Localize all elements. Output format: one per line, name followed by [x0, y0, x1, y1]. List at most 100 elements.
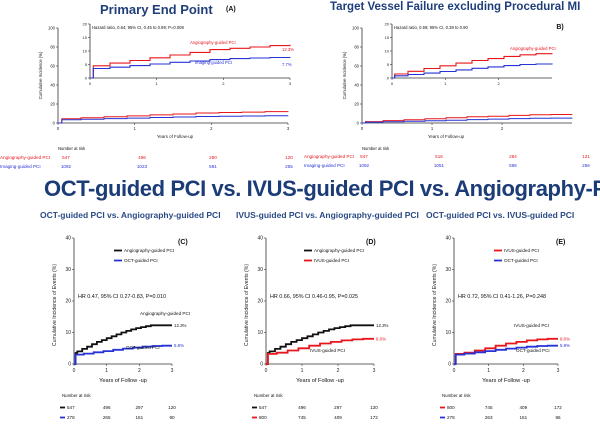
panel-b-risk-value: 121: [582, 154, 590, 159]
panel-e-risk-value: 263: [485, 415, 493, 420]
panel-e-risk-value: 745: [485, 405, 493, 410]
panel-e-risk-value: 409: [519, 405, 527, 410]
panel-e-risk-header: Number at risk: [442, 393, 471, 398]
panel-b-xlabel: Years of Follow-up: [428, 134, 465, 139]
panel-a-inset-xtick-label: 3: [289, 81, 292, 86]
panel-b-inset-ytick-label: 5: [387, 62, 390, 67]
panel-c-risk-value: 297: [135, 405, 143, 410]
panel-b-inset-ytick-label: 10: [385, 49, 390, 54]
panel-c-risk-value: 547: [67, 405, 75, 410]
panel-b-ytick-label: 0: [357, 121, 360, 126]
panel-b-risk-label: Imaging-guided PCI: [304, 163, 345, 168]
panel-a-ylabel: Cumulative Incidence (%): [38, 51, 43, 99]
panel-a-series-0-line: [58, 111, 289, 124]
panel-a-risk-header: Number at risk: [58, 146, 86, 151]
panel-c-xtick-label: 1: [105, 368, 108, 374]
panel-b-ytick-label: 20: [354, 102, 359, 107]
panel-e-ylabel: Cumulative Incidence of Events (%): [432, 264, 438, 346]
panel-d-xtick-label: 1: [301, 368, 304, 374]
panel-d-risk-value: 297: [334, 405, 342, 410]
panel-a-inset-ytick-label: 10: [83, 49, 88, 54]
panel-c-title: OCT-guided PCI vs. Angiography-guided PC…: [40, 210, 221, 220]
panel-a-xlabel: Years of Follow-up: [157, 134, 194, 139]
panel-d-xtick-label: 2: [337, 368, 340, 374]
panel-b-inset-ytick-label: 15: [385, 35, 390, 40]
panel-d-xlabel: Years of Follow -up: [296, 378, 344, 384]
comparison-title: OCT-guided PCI vs. IVUS-guided PCI vs. A…: [44, 176, 600, 201]
panel-d-risk-value: 547: [259, 405, 267, 410]
panel-e-hr-text: HR 0.72, 95% CI 0.41-1.26, P=0.248: [458, 294, 546, 300]
panel-a-inset-ytick-label: 20: [83, 22, 88, 27]
panel-c-ytick-label: 20: [65, 299, 71, 305]
panel-d-risk-header: Number at risk: [254, 393, 283, 398]
panel-b-inset-xtick-label: 0: [391, 81, 394, 86]
panel-e-series-0-end-label: 8.0%: [560, 336, 570, 341]
panel-c-series-1-end-label: 5.8%: [174, 343, 184, 348]
panel-a-inset-ytick-label: 15: [83, 35, 88, 40]
panel-c-ytick-label: 40: [65, 236, 71, 242]
panel-e-ytick-label: 40: [445, 236, 451, 242]
panel-b-inset-series-0-line: [392, 53, 553, 79]
panel-c-curve-label: Angiography-guided PCI: [140, 311, 190, 316]
panel-e-xtick-label: 0: [453, 368, 456, 374]
panel-a-inset-label: Imaging-guided PCI: [195, 60, 232, 65]
panel-d-title: IVUS-guided PCI vs. Angiography-guided P…: [236, 210, 419, 220]
panel-a-inset-series-1-line: [90, 56, 291, 79]
panel-c-xlabel: Years of Follow -up: [99, 378, 147, 384]
panel-d-legend-label: Angiography-guided PCI: [314, 248, 364, 253]
panel-a-risk-value: 280: [209, 155, 217, 160]
panel-a-risk-value: 591: [209, 164, 217, 169]
panel-c-ytick-label: 0: [68, 362, 71, 368]
panel-c-xtick-label: 3: [171, 368, 174, 374]
panel-d-hr-text: HR 0.66, 95% CI 0.46-0.95, P=0.025: [270, 294, 358, 300]
panel-b-inset-xtick-label: 1: [444, 81, 447, 86]
panel-d-risk-value: 745: [298, 415, 306, 420]
panel-c-legend-label: OCT-guided PCI: [124, 258, 158, 263]
panel-c-series-1-line: [74, 344, 172, 365]
panel-a-inset-xtick-label: 1: [156, 81, 159, 86]
panel-e-risk-value: 278: [447, 415, 455, 420]
panel-a-inset-label: 12.3%: [282, 47, 294, 52]
panel-c-risk-value: 278: [67, 415, 75, 420]
panel-c-series-0-end-label: 12.3%: [174, 323, 187, 328]
panel-c-risk-value: 265: [103, 415, 111, 420]
panel-a-risk-value: 547: [62, 155, 70, 160]
panel-d-series-0-line: [266, 324, 374, 365]
panel-d-risk-value: 120: [370, 405, 378, 410]
panel-c-series-0-line: [74, 324, 172, 365]
panel-e-ytick-label: 30: [445, 267, 451, 273]
panel-d-ytick-label: 20: [257, 299, 263, 305]
panel-a-inset-series-0-line: [90, 44, 291, 79]
panel-b-risk-value: 1092: [359, 163, 370, 168]
panel-c-legend-label: Angiography-guided PCI: [124, 248, 174, 253]
panel-e-ytick-label: 10: [445, 330, 451, 336]
panel-a-hr-text: Hazard ratio, 0.64; 95% CI, 0.45 to 0.89…: [92, 25, 185, 30]
panel-b-risk-label: Angiography-guided PCI: [304, 154, 354, 159]
panel-a-ytick-label: 20: [50, 102, 55, 107]
panel-a-xtick-label: 0: [57, 126, 60, 131]
panel-b-risk-value: 256: [582, 163, 590, 168]
panel-b-series-1-line: [362, 117, 573, 124]
panel-b-ytick-label: 100: [352, 26, 360, 31]
panel-e-ytick-label: 20: [445, 299, 451, 305]
panel-d-legend-label: IVUS-guided PCI: [314, 258, 349, 263]
panel-b-inset-label: Angiography-guided PCI: [510, 46, 556, 51]
panel-e-xtick-label: 3: [557, 368, 560, 374]
panel-d-risk-value: 409: [334, 415, 342, 420]
panel-b-inset-ytick-label: 20: [385, 22, 390, 27]
panel-e-series-1-line: [454, 344, 558, 365]
panel-c-risk-value: 120: [168, 405, 176, 410]
panel-a-ytick-label: 100: [48, 26, 56, 31]
panel-e-series-1-end-label: 5.8%: [560, 343, 570, 348]
panel-e-ytick-label: 0: [448, 362, 451, 368]
panel-d-curve-label: IVUS-guided PCI: [310, 348, 345, 353]
panel-a-ytick-label: 0: [53, 121, 56, 126]
panel-c-ytick-label: 10: [65, 330, 71, 336]
panel-b-risk-value: 596: [509, 163, 517, 168]
panel-c-curve-label: OCT-guided PCI: [126, 345, 160, 350]
panel-b-ytick-label: 40: [354, 83, 359, 88]
panel-a-risk-label: Imaging-guided PCI: [0, 164, 41, 169]
panel-b-risk-value: 284: [509, 154, 517, 159]
panel-e-tag: (E): [556, 239, 565, 246]
panel-e-risk-value: 172: [554, 405, 562, 410]
